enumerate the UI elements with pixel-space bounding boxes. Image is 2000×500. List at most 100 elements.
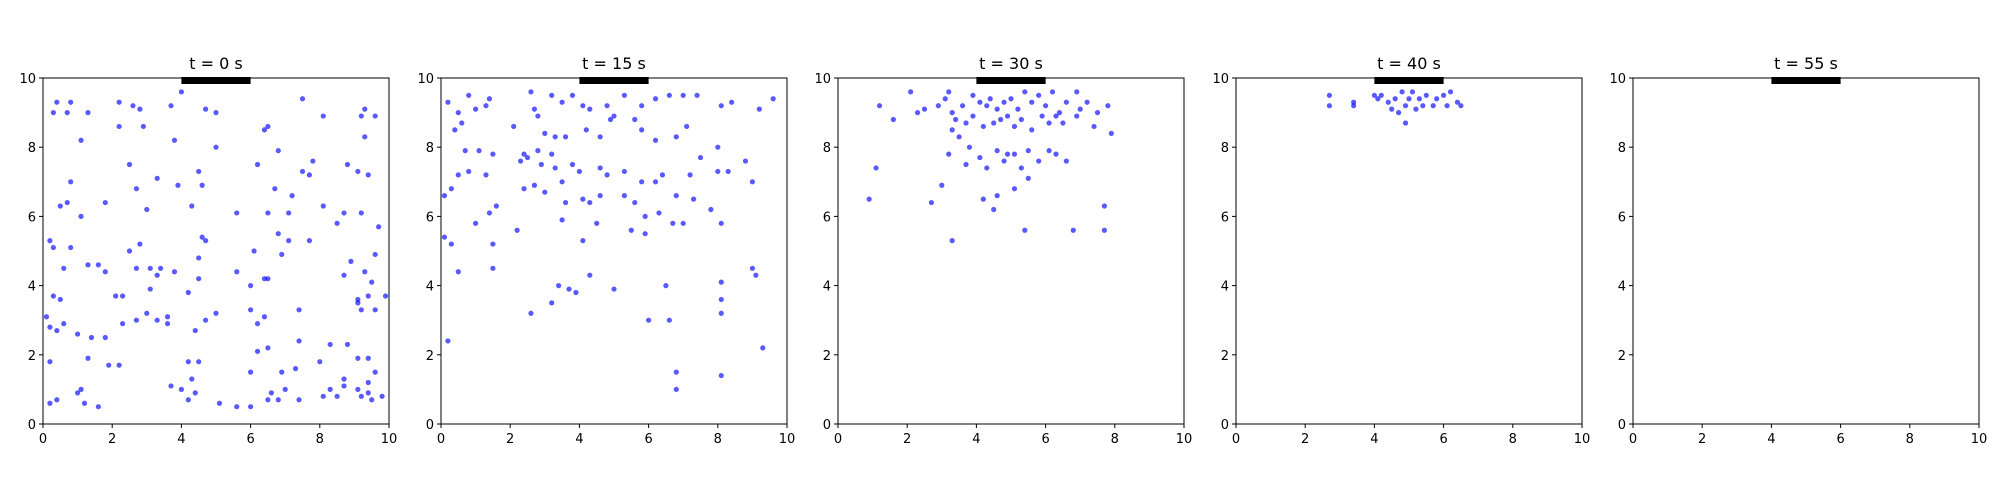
exit-bar — [579, 77, 649, 84]
data-point — [78, 386, 84, 392]
data-point — [452, 127, 458, 133]
data-point — [1018, 165, 1024, 171]
data-point — [254, 348, 261, 354]
data-point — [580, 103, 586, 109]
data-point — [1063, 99, 1069, 105]
data-point — [365, 172, 371, 178]
data-point — [1105, 103, 1111, 109]
data-point — [185, 289, 191, 296]
data-point — [953, 116, 959, 123]
data-point — [538, 161, 544, 168]
data-point — [113, 293, 119, 299]
data-point — [697, 154, 704, 161]
exit-bar — [1771, 77, 1841, 84]
data-point — [448, 186, 454, 192]
data-point — [628, 227, 634, 233]
x-tick-label: 0 — [39, 432, 47, 447]
data-point — [158, 265, 164, 271]
y-tick-label: 0 — [1618, 418, 1626, 433]
data-point — [646, 317, 652, 323]
data-point — [531, 106, 538, 112]
data-point — [753, 272, 759, 278]
data-point — [57, 203, 63, 209]
data-point — [576, 168, 583, 175]
data-point — [490, 151, 496, 157]
data-point — [742, 158, 749, 164]
data-point — [1070, 227, 1076, 233]
data-point — [659, 172, 666, 178]
data-point — [1036, 158, 1042, 164]
x-tick-label: 10 — [779, 432, 796, 447]
data-point — [994, 106, 1000, 112]
data-point — [718, 296, 724, 303]
y-tick-label: 2 — [823, 349, 831, 364]
data-point — [1444, 103, 1450, 109]
data-point — [196, 255, 202, 261]
data-point — [133, 317, 140, 323]
data-point — [441, 234, 448, 240]
data-point — [365, 390, 371, 396]
data-point — [866, 196, 872, 202]
data-point — [597, 165, 603, 171]
data-point — [1326, 92, 1333, 98]
data-point — [213, 310, 219, 316]
data-point — [959, 103, 966, 109]
data-point — [956, 134, 962, 140]
data-point — [690, 196, 697, 202]
data-point — [265, 397, 271, 403]
data-point — [632, 116, 638, 123]
data-point — [1416, 96, 1422, 102]
data-point — [234, 404, 240, 410]
data-point — [64, 199, 70, 206]
y-tick-label: 10 — [1609, 72, 1626, 87]
data-point — [248, 283, 254, 289]
data-point — [133, 265, 140, 271]
data-point — [673, 193, 679, 199]
data-point — [327, 341, 333, 348]
data-point — [137, 106, 143, 112]
data-point — [1022, 89, 1028, 95]
x-tick-label: 8 — [1906, 432, 1914, 447]
data-point — [963, 161, 969, 168]
data-point — [130, 103, 136, 109]
data-point — [991, 206, 997, 213]
data-point — [445, 338, 451, 344]
data-point — [1049, 89, 1056, 95]
data-point — [203, 238, 209, 244]
data-point — [552, 134, 558, 140]
data-point — [749, 265, 756, 271]
data-point — [580, 196, 586, 202]
data-point — [85, 262, 91, 268]
scatter-panel-5: t = 55 s 0 2 4 6 8 10 0 2 4 6 8 10 — [1609, 54, 1987, 447]
data-point — [372, 113, 378, 119]
data-point — [455, 172, 461, 178]
data-point — [994, 148, 1000, 154]
data-point — [68, 99, 74, 105]
data-point — [587, 272, 593, 278]
data-point — [292, 366, 299, 372]
data-point — [562, 134, 569, 140]
data-point — [140, 123, 146, 130]
data-point — [673, 386, 679, 392]
data-point — [168, 383, 174, 389]
data-point — [652, 96, 659, 102]
data-point — [106, 362, 112, 368]
data-point — [372, 251, 378, 258]
data-point — [670, 220, 676, 226]
data-point — [57, 296, 63, 303]
data-point — [694, 92, 700, 98]
data-point — [708, 206, 714, 213]
data-point — [1001, 158, 1007, 164]
data-point — [528, 310, 534, 316]
y-tick-label: 8 — [1221, 141, 1229, 156]
data-point — [1434, 96, 1440, 102]
data-point — [521, 186, 527, 192]
data-point — [718, 279, 724, 285]
data-point — [189, 203, 195, 209]
data-point — [199, 182, 205, 188]
data-point — [296, 307, 302, 313]
data-point — [355, 386, 361, 392]
data-point — [524, 154, 531, 161]
data-point — [1008, 96, 1014, 102]
data-point — [137, 241, 143, 247]
